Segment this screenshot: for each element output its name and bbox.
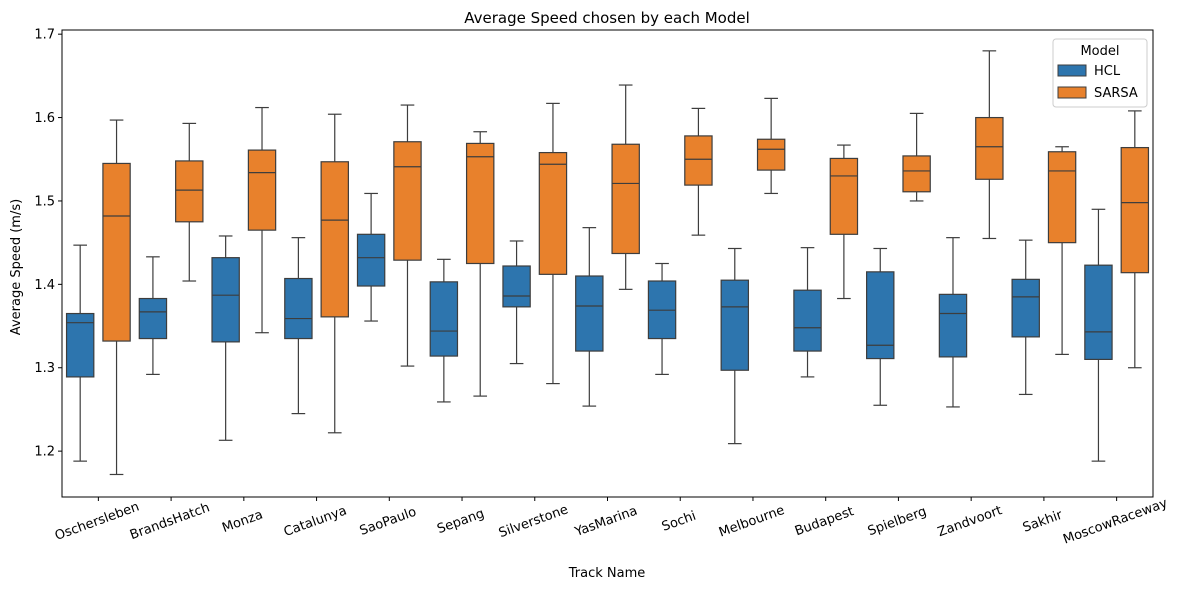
- chart-title: Average Speed chosen by each Model: [464, 9, 750, 27]
- box-sarsa-sochi: [684, 107, 713, 236]
- box-hcl-brandshatch: [138, 256, 168, 376]
- box-iqr: [465, 142, 495, 265]
- box-hcl-yasmarina: [575, 227, 604, 407]
- y-axis: 1.2 1.3 1.4 1.5 1.6 1.7: [34, 28, 62, 460]
- box-iqr: [902, 155, 931, 193]
- box-sarsa-zandvoort: [975, 50, 1004, 240]
- legend-title: Model: [1080, 44, 1119, 59]
- box-iqr: [1011, 278, 1040, 338]
- box-iqr: [102, 162, 131, 342]
- box-sarsa-moscowraceway: [1120, 110, 1150, 369]
- box-sarsa-yasmarina: [611, 84, 640, 290]
- box-iqr: [1084, 264, 1113, 361]
- y-tick-label: 1.5: [34, 194, 55, 209]
- box-iqr: [611, 143, 640, 255]
- box-hcl-budapest: [793, 247, 822, 378]
- x-tick-label: SaoPaulo: [358, 505, 419, 539]
- x-tick-label: Budapest: [793, 504, 856, 539]
- y-tick-label: 1.2: [34, 445, 55, 460]
- legend-swatch-hcl: [1057, 64, 1087, 77]
- x-tick-label: Sochi: [660, 509, 698, 535]
- box-sarsa-melbourne: [756, 97, 786, 195]
- y-tick-label: 1.4: [34, 278, 55, 293]
- box-iqr: [356, 233, 386, 287]
- x-tick-label: Sakhir: [1021, 507, 1065, 535]
- x-tick-label: Oschersleben: [53, 500, 141, 544]
- box-hcl-melbourne: [720, 247, 750, 445]
- legend-label-hcl: HCL: [1094, 64, 1121, 79]
- legend-swatch-sarsa: [1057, 86, 1087, 99]
- box-hcl-sepang: [429, 258, 459, 403]
- box-iqr: [211, 257, 240, 343]
- box-iqr: [575, 275, 604, 352]
- box-iqr: [1047, 151, 1077, 244]
- box-sarsa-silverstone: [538, 102, 568, 385]
- x-tick-label: Zandvoort: [936, 503, 1004, 540]
- box-iqr: [866, 271, 895, 360]
- box-sarsa-budapest: [829, 144, 859, 300]
- box-iqr: [684, 135, 713, 186]
- box-iqr: [793, 289, 822, 352]
- box-iqr: [138, 297, 168, 340]
- x-tick-label: Sepang: [435, 506, 486, 537]
- box-iqr: [429, 281, 459, 357]
- x-tick-label: MoscowRaceway: [1061, 496, 1170, 548]
- x-tick-label: Melbourne: [717, 503, 787, 541]
- box-hcl-zandvoort: [938, 237, 968, 408]
- box-hcl-monza: [211, 235, 240, 441]
- box-iqr: [175, 160, 204, 223]
- box-hcl-sakhir: [1011, 239, 1040, 396]
- box-iqr: [829, 157, 859, 235]
- box-hcl-catalunya: [284, 237, 313, 415]
- box-iqr: [938, 293, 968, 358]
- x-axis-label: Track Name: [568, 566, 646, 581]
- y-tick-label: 1.6: [34, 111, 55, 126]
- box-iqr: [320, 161, 349, 318]
- y-tick-label: 1.7: [34, 28, 55, 43]
- box-iqr: [247, 149, 277, 231]
- y-axis-label: Average Speed (m/s): [9, 199, 24, 335]
- box-iqr: [284, 277, 313, 340]
- legend-label-sarsa: SARSA: [1094, 86, 1138, 101]
- box-sarsa-brandshatch: [175, 122, 204, 282]
- x-tick-label: Catalunya: [282, 503, 349, 540]
- box-iqr: [1120, 146, 1150, 274]
- box-hcl-saopaulo: [356, 192, 386, 322]
- x-tick-label: Silverstone: [497, 502, 570, 541]
- box-hcl-spielberg: [866, 247, 895, 406]
- box-iqr: [975, 116, 1004, 180]
- box-iqr: [502, 265, 531, 308]
- plot-area: [61, 29, 1154, 498]
- box-sarsa-monza: [247, 106, 277, 334]
- box-hcl-silverstone: [502, 240, 531, 365]
- box-sarsa-sakhir: [1047, 146, 1077, 355]
- box-hcl-moscowraceway: [1084, 208, 1113, 462]
- box-iqr: [65, 312, 95, 378]
- legend: Model HCL SARSA: [1052, 38, 1148, 108]
- box-hcl-oschersleben: [65, 244, 95, 462]
- x-tick-label: Spielberg: [866, 504, 929, 539]
- x-tick-label: Monza: [220, 507, 265, 536]
- y-tick-label: 1.3: [34, 361, 55, 376]
- box-sarsa-oschersleben: [102, 119, 131, 476]
- box-iqr: [393, 141, 422, 261]
- x-tick-label: BrandsHatch: [128, 500, 212, 543]
- box-hcl-sochi: [647, 262, 677, 376]
- box-iqr: [538, 151, 568, 275]
- box-sarsa-spielberg: [902, 112, 931, 202]
- x-tick-label: YasMarina: [572, 504, 639, 541]
- box-iqr: [720, 279, 750, 371]
- box-sarsa-catalunya: [320, 113, 349, 434]
- box-iqr: [756, 138, 786, 171]
- box-sarsa-saopaulo: [393, 104, 422, 367]
- box-sarsa-sepang: [465, 131, 495, 397]
